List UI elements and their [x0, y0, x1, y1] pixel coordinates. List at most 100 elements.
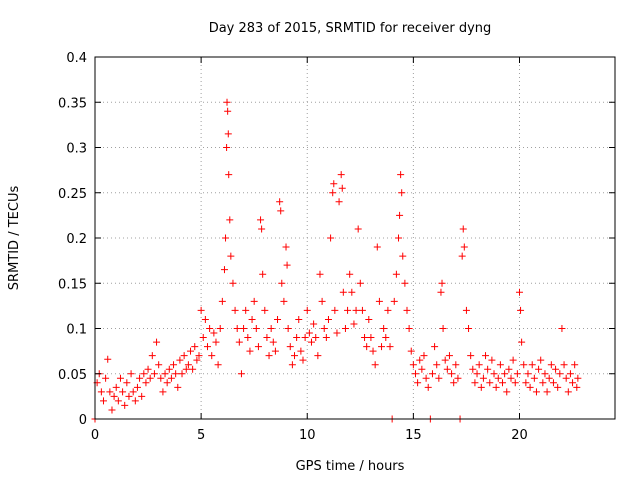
- data-point: [518, 338, 526, 346]
- data-point: [322, 334, 330, 342]
- data-point: [331, 306, 339, 314]
- data-point: [545, 374, 553, 382]
- data-point: [293, 334, 301, 342]
- data-point: [418, 365, 426, 373]
- data-point: [257, 216, 265, 224]
- x-tick-label: 15: [405, 428, 422, 443]
- data-point: [356, 279, 364, 287]
- data-point: [399, 252, 407, 260]
- data-point: [354, 225, 362, 233]
- data-point: [532, 388, 540, 396]
- y-tick-label: 0.2: [66, 232, 87, 247]
- data-point: [574, 374, 582, 382]
- data-point: [543, 388, 551, 396]
- data-point: [465, 325, 473, 332]
- data-point: [271, 347, 279, 355]
- y-tick-label: 0.3: [66, 142, 87, 157]
- data-point: [341, 325, 349, 332]
- data-point: [501, 370, 509, 378]
- data-point: [333, 329, 341, 337]
- data-point: [488, 356, 496, 364]
- data-point: [102, 374, 110, 382]
- data-point: [274, 315, 282, 323]
- data-point: [150, 370, 158, 378]
- data-point: [556, 370, 564, 378]
- data-point: [176, 356, 184, 364]
- data-point: [307, 338, 315, 346]
- data-point: [131, 397, 139, 405]
- data-point: [301, 334, 309, 342]
- data-point: [358, 306, 366, 314]
- data-point: [375, 297, 383, 305]
- data-point: [350, 320, 358, 328]
- data-point: [216, 325, 224, 332]
- data-point: [291, 352, 299, 360]
- data-point: [203, 343, 211, 351]
- data-point: [140, 370, 148, 378]
- data-point: [517, 306, 525, 314]
- data-point: [282, 243, 290, 251]
- data-point: [438, 279, 446, 287]
- data-point: [499, 379, 507, 387]
- data-point: [318, 297, 326, 305]
- data-point: [170, 361, 178, 369]
- data-point: [295, 315, 303, 323]
- data-point: [163, 379, 171, 387]
- x-tick-label: 5: [197, 428, 205, 443]
- data-point: [422, 374, 430, 382]
- data-point: [492, 383, 500, 391]
- x-tick-label: 0: [91, 428, 99, 443]
- data-point: [458, 252, 466, 260]
- data-point: [562, 374, 570, 382]
- data-point: [524, 370, 532, 378]
- data-point: [566, 370, 574, 378]
- data-point: [278, 279, 286, 287]
- data-point: [299, 356, 307, 364]
- data-point: [339, 288, 347, 296]
- data-point: [479, 374, 487, 382]
- data-point: [431, 343, 439, 351]
- y-tick-label: 0.1: [66, 323, 87, 338]
- data-point: [172, 370, 180, 378]
- data-point: [401, 279, 409, 287]
- data-point: [250, 297, 258, 305]
- data-point: [116, 374, 124, 382]
- data-point: [530, 374, 538, 382]
- data-point: [248, 315, 256, 323]
- data-point: [280, 297, 288, 305]
- data-point: [437, 288, 445, 296]
- data-point: [106, 388, 114, 396]
- data-point: [541, 370, 549, 378]
- data-point: [214, 361, 222, 369]
- data-point: [441, 356, 449, 364]
- data-point: [539, 379, 547, 387]
- data-point: [462, 306, 470, 314]
- data-point: [218, 297, 226, 305]
- data-point: [97, 388, 105, 396]
- data-point: [443, 365, 451, 373]
- data-point: [136, 374, 144, 382]
- data-point: [560, 361, 568, 369]
- data-point: [237, 370, 245, 378]
- data-point: [244, 334, 252, 342]
- data-point: [503, 388, 511, 396]
- data-point: [231, 306, 239, 314]
- data-point: [459, 225, 467, 233]
- data-point: [371, 361, 379, 369]
- data-point: [554, 383, 562, 391]
- data-point: [411, 370, 419, 378]
- data-point: [327, 234, 335, 242]
- data-point: [477, 383, 485, 391]
- data-point: [227, 252, 235, 260]
- data-point: [195, 352, 203, 360]
- data-point: [424, 383, 432, 391]
- data-point: [482, 352, 490, 360]
- data-point: [226, 216, 234, 224]
- data-point: [235, 338, 243, 346]
- data-point: [197, 306, 205, 314]
- data-point: [223, 144, 231, 151]
- data-point: [206, 325, 214, 332]
- data-point: [571, 361, 579, 369]
- data-point: [123, 379, 131, 387]
